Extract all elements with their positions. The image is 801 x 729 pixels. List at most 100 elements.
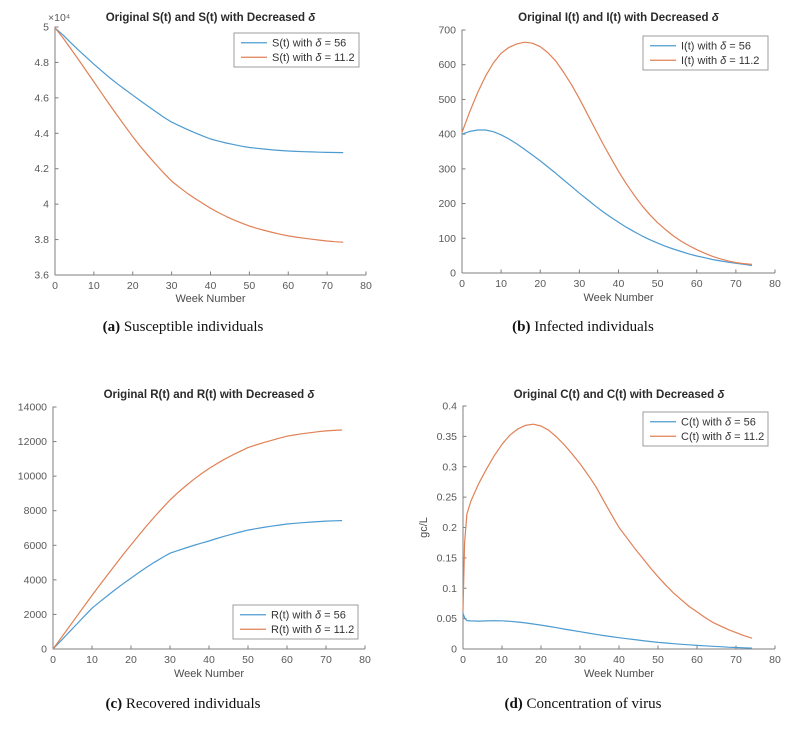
x-tick-label: 30 bbox=[574, 278, 586, 290]
legend-label: R(t) with δ = 11.2 bbox=[271, 624, 354, 636]
chart-canvas-recovered: 0 10 20 30 40 50 60 70 80 0 2000 4000 6000 8000 10000 1… bbox=[18, 389, 371, 680]
x-tick-label: 10 bbox=[86, 654, 98, 666]
y-tick-label: 4.6 bbox=[34, 92, 49, 104]
x-tick-label: 40 bbox=[613, 654, 625, 666]
x-tick-label: 0 bbox=[52, 280, 58, 292]
x-tick-label: 10 bbox=[496, 654, 508, 666]
y-tick-label: 0.35 bbox=[437, 431, 458, 443]
x-axis-label: Week Number bbox=[584, 668, 654, 680]
legend-label: S(t) with δ = 56 bbox=[272, 37, 346, 49]
plot-area: 0 10 20 30 40 50 60 70 80 0 0.05 0.1 0.15 0.2 0.25 0.3 0… bbox=[437, 401, 781, 667]
subplot-concentration: 0 10 20 30 40 50 60 70 80 0 0.05 0.1 0.15 0.2 0.25 0.3 0… bbox=[400, 360, 800, 729]
x-tick-label: 60 bbox=[282, 280, 294, 292]
chart-title: Original S(t) and S(t) with Decreased δ bbox=[106, 12, 317, 24]
y-tick-label: 3.8 bbox=[34, 234, 49, 246]
caption-a-label: (a) bbox=[102, 319, 121, 335]
series-line-1 bbox=[54, 27, 344, 243]
y-tick-label: 2000 bbox=[24, 609, 48, 621]
y-tick-label: 0 bbox=[450, 268, 456, 280]
y-tick-label: 6000 bbox=[24, 540, 48, 552]
x-tick-label: 30 bbox=[166, 280, 178, 292]
y-tick-label: 5 bbox=[43, 22, 49, 34]
subplot-infected: 0 10 20 30 40 50 60 70 80 0 100 200 300 400 500 600 700 O… bbox=[400, 0, 800, 360]
legend-box bbox=[232, 604, 359, 640]
y-tick-label: 4.8 bbox=[34, 57, 49, 69]
y-tick-label: 400 bbox=[438, 129, 456, 141]
legend: I(t) with δ = 56 I(t) with δ = 11.2 bbox=[642, 35, 769, 71]
series-line-1 bbox=[461, 41, 753, 265]
x-tick-label: 20 bbox=[534, 278, 546, 290]
y-tick-label: 0.1 bbox=[442, 583, 457, 595]
x-tick-label: 40 bbox=[205, 280, 217, 292]
y-tick-label: 10000 bbox=[18, 471, 47, 483]
chart-canvas-concentration: 0 10 20 30 40 50 60 70 80 0 0.05 0.1 0.15 0.2 0.25 0.3 0… bbox=[418, 389, 781, 680]
chart-canvas-susceptible: 0 10 20 30 40 50 60 70 80 3.6 3.8 4 4.2 4.4 4.6 4.8 5 Ori… bbox=[34, 12, 372, 305]
subplot-recovered: 0 10 20 30 40 50 60 70 80 0 2000 4000 6000 8000 10000 1… bbox=[0, 360, 400, 729]
x-tick-label: 70 bbox=[730, 654, 742, 666]
x-tick-label: 80 bbox=[359, 654, 371, 666]
x-tick-label: 0 bbox=[50, 654, 56, 666]
plot-area: 0 10 20 30 40 50 60 70 80 0 2000 4000 6000 8000 10000 1… bbox=[18, 402, 371, 667]
x-axis-label: Week Number bbox=[583, 292, 653, 304]
x-tick-label: 20 bbox=[125, 654, 137, 666]
subplot-susceptible: 0 10 20 30 40 50 60 70 80 3.6 3.8 4 4.2 4.4 4.6 4.8 5 Ori… bbox=[0, 0, 400, 360]
caption-a-text: Susceptible individuals bbox=[123, 319, 264, 335]
x-tick-label: 60 bbox=[281, 654, 293, 666]
caption-d-text: Concentration of virus bbox=[526, 696, 662, 712]
chart-title: Original R(t) and R(t) with Decreased δ bbox=[104, 389, 316, 401]
caption-c-text: Recovered individuals bbox=[125, 696, 261, 712]
legend-box bbox=[233, 32, 360, 68]
plot-area: 0 10 20 30 40 50 60 70 80 0 100 200 300 400 500 600 700 bbox=[438, 25, 781, 291]
legend-box bbox=[642, 411, 769, 447]
y-tick-label: 0.05 bbox=[437, 613, 458, 625]
x-tick-label: 60 bbox=[691, 278, 703, 290]
legend: S(t) with δ = 56 S(t) with δ = 11.2 bbox=[233, 32, 360, 68]
y-tick-label: 4.2 bbox=[34, 163, 49, 175]
y-tick-label: 8000 bbox=[24, 505, 48, 517]
y-tick-label: 300 bbox=[438, 163, 456, 175]
y-tick-label: 0.4 bbox=[442, 401, 457, 413]
legend-label: S(t) with δ = 11.2 bbox=[272, 52, 355, 64]
legend-label: C(t) with δ = 56 bbox=[681, 416, 756, 428]
chart-title: Original I(t) and I(t) with Decreased δ bbox=[518, 12, 720, 24]
x-tick-label: 70 bbox=[730, 278, 742, 290]
y-tick-label: 500 bbox=[438, 94, 456, 106]
y-tick-label: 14000 bbox=[18, 402, 47, 414]
plot-area: 0 10 20 30 40 50 60 70 80 3.6 3.8 4 4.2 4.4 4.6 4.8 5 bbox=[34, 22, 372, 293]
caption-b: (b) Infected individuals bbox=[383, 319, 783, 336]
x-tick-label: 50 bbox=[244, 280, 256, 292]
x-tick-label: 20 bbox=[127, 280, 139, 292]
x-tick-label: 30 bbox=[574, 654, 586, 666]
y-tick-label: 4000 bbox=[24, 574, 48, 586]
x-tick-label: 50 bbox=[652, 278, 664, 290]
y-tick-label: 0 bbox=[41, 644, 47, 656]
x-tick-label: 40 bbox=[613, 278, 625, 290]
y-tick-label: 4.4 bbox=[34, 128, 49, 140]
x-tick-label: 70 bbox=[321, 280, 333, 292]
legend: R(t) with δ = 56 R(t) with δ = 11.2 bbox=[232, 604, 359, 640]
legend-label: R(t) with δ = 56 bbox=[271, 609, 346, 621]
caption-c: (c) Recovered individuals bbox=[0, 696, 383, 713]
series-line-0 bbox=[461, 129, 753, 266]
legend-box bbox=[642, 35, 769, 71]
series-line-1 bbox=[462, 423, 753, 639]
x-axis-label: Week Number bbox=[175, 293, 245, 305]
chart-canvas-infected: 0 10 20 30 40 50 60 70 80 0 100 200 300 400 500 600 700 O… bbox=[438, 12, 781, 304]
x-tick-label: 50 bbox=[242, 654, 254, 666]
x-tick-label: 70 bbox=[320, 654, 332, 666]
x-tick-label: 60 bbox=[691, 654, 703, 666]
chart-title: Original C(t) and C(t) with Decreased δ bbox=[514, 389, 726, 401]
caption-d-label: (d) bbox=[504, 696, 523, 712]
x-tick-label: 0 bbox=[460, 654, 466, 666]
legend-label: I(t) with δ = 56 bbox=[681, 40, 751, 52]
y-tick-label: 0.15 bbox=[437, 552, 458, 564]
caption-d: (d) Concentration of virus bbox=[383, 696, 783, 713]
x-tick-label: 30 bbox=[164, 654, 176, 666]
legend-label: C(t) with δ = 11.2 bbox=[681, 431, 764, 443]
caption-b-label: (b) bbox=[512, 319, 531, 335]
x-tick-label: 40 bbox=[203, 654, 215, 666]
caption-a: (a) Susceptible individuals bbox=[0, 319, 383, 336]
y-tick-label: 0 bbox=[451, 644, 457, 656]
series-line-0 bbox=[54, 27, 344, 154]
series-line-0 bbox=[52, 520, 343, 650]
